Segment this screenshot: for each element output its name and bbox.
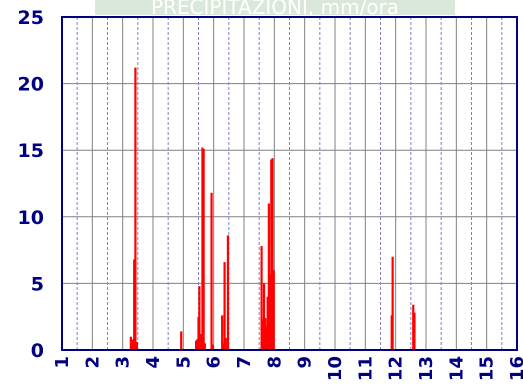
y-tick-label: 25 (18, 7, 44, 29)
y-tick-label: 0 (31, 340, 44, 362)
precipitation-bar (413, 312, 416, 350)
precipitation-bar (267, 203, 270, 350)
bar-series (62, 67, 517, 351)
precipitation-bar (224, 338, 227, 350)
precipitation-bar (223, 262, 226, 350)
x-tick-label: 15 (477, 356, 498, 381)
precipitation-bar (134, 67, 137, 350)
x-tick-label: 16 (507, 356, 523, 381)
precipitation-bar (199, 334, 203, 350)
precipitation-bar (211, 344, 214, 350)
precipitation-bar (196, 339, 199, 350)
x-tick-label: 7 (234, 356, 255, 369)
precipitation-bar (194, 340, 198, 350)
y-tick-label: 20 (18, 74, 44, 96)
x-tick-label: 1 (52, 356, 73, 369)
y-axis-ticks: 0 5 10 15 20 25 (18, 7, 44, 362)
precipitation-bar (201, 147, 204, 350)
precipitation-bar (180, 331, 183, 350)
y-tick-label: 10 (18, 207, 44, 229)
x-tick-label: 2 (82, 356, 103, 369)
precipitation-bar (221, 315, 224, 350)
precipitation-bar (265, 326, 268, 350)
precipitation-bar (261, 319, 264, 350)
precipitation-bar (260, 246, 263, 350)
precipitation-bar (391, 256, 394, 350)
precipitation-bar (268, 274, 272, 350)
precipitation-bar (210, 192, 213, 350)
x-tick-label: 12 (386, 356, 407, 381)
precipitation-bar (222, 343, 225, 350)
precipitation-bar (202, 148, 205, 350)
x-tick-label: 13 (416, 356, 437, 381)
plot-area-border (61, 16, 518, 351)
precipitation-bar (272, 270, 275, 350)
x-tick-label: 10 (325, 356, 346, 381)
precipitation-bar (264, 318, 267, 350)
precipitation-bar (133, 259, 136, 350)
x-tick-label: 3 (113, 356, 134, 369)
precipitation-bar (129, 336, 132, 350)
x-tick-label: 11 (355, 356, 376, 381)
chart-title: PRECIPITAZIONI, mm/ora (151, 0, 399, 19)
chart-grid (61, 16, 518, 351)
x-tick-label: 9 (295, 356, 316, 369)
precipitation-bar (271, 158, 274, 350)
x-tick-label: 5 (173, 356, 194, 369)
chart-title-background (95, 0, 455, 15)
precipitation-bar (131, 339, 134, 350)
precipitation-bar (135, 342, 139, 350)
x-tick-label: 8 (264, 356, 285, 369)
precipitation-bar (226, 235, 230, 350)
precipitation-bar (203, 343, 206, 350)
precipitation-bar (266, 296, 269, 350)
precipitation-bar (412, 304, 415, 350)
precipitation-bar (262, 283, 266, 350)
x-tick-label: 14 (446, 356, 467, 381)
y-tick-label: 5 (31, 273, 44, 295)
x-tick-label: 6 (204, 356, 225, 369)
y-tick-label: 15 (18, 140, 44, 162)
precipitation-bar (270, 159, 273, 350)
precipitation-bar (198, 286, 201, 350)
x-axis-ticks: 1 2 3 4 5 6 7 8 9 10 11 12 13 14 15 16 (52, 356, 523, 381)
x-tick-label: 4 (143, 356, 164, 369)
